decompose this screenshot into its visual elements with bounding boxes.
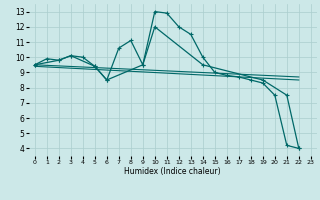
X-axis label: Humidex (Indice chaleur): Humidex (Indice chaleur) [124,167,221,176]
